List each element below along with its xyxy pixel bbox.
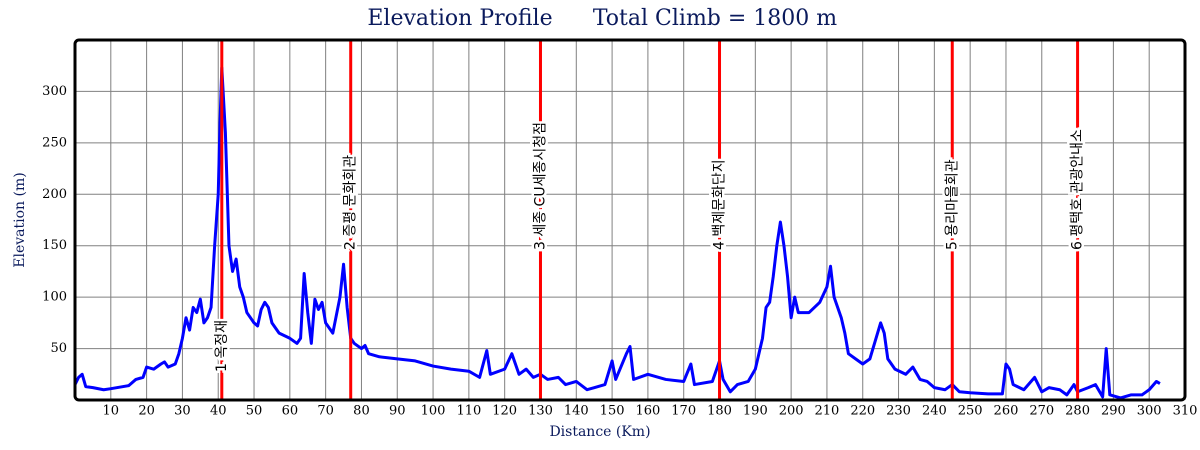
x-tick-label: 260 (994, 404, 1019, 419)
x-tick-label: 220 (850, 404, 875, 419)
x-tick-label: 230 (886, 404, 911, 419)
marker-label: 1 옥정재 (214, 320, 230, 372)
marker-label: 5 용리마을회관 (944, 159, 960, 250)
chart-title: Elevation Profile (367, 6, 552, 31)
y-tick-label: 100 (42, 290, 67, 305)
x-tick-label: 70 (317, 404, 334, 419)
plot-background (75, 40, 1185, 400)
x-tick-label: 300 (1137, 404, 1162, 419)
x-tick-label: 290 (1101, 404, 1126, 419)
x-tick-label: 10 (103, 404, 120, 419)
y-axis-label: Elevation (m) (12, 172, 28, 267)
x-tick-label: 150 (600, 404, 625, 419)
y-tick-label: 200 (42, 187, 67, 202)
x-tick-label: 30 (174, 404, 191, 419)
y-tick-label: 250 (42, 135, 67, 150)
x-tick-label: 200 (779, 404, 804, 419)
y-tick-label: 300 (42, 84, 67, 99)
x-tick-label: 50 (246, 404, 263, 419)
x-tick-label: 60 (282, 404, 299, 419)
x-tick-label: 110 (456, 404, 481, 419)
x-tick-label: 270 (1029, 404, 1054, 419)
marker-label: 6 평택호 관광안내소 (1070, 129, 1086, 250)
x-tick-label: 80 (353, 404, 370, 419)
x-tick-label: 190 (743, 404, 768, 419)
x-tick-label: 210 (815, 404, 840, 419)
marker-label: 4 백제문화단지 (712, 159, 728, 250)
x-tick-label: 240 (922, 404, 947, 419)
x-tick-label: 90 (389, 404, 406, 419)
marker-label: 2 증평 문화회관 (343, 155, 359, 250)
plot-frame (73, 38, 1187, 402)
x-tick-label: 140 (564, 404, 589, 419)
x-tick-label: 130 (528, 404, 553, 419)
x-tick-label: 250 (958, 404, 983, 419)
x-tick-label: 170 (671, 404, 696, 419)
x-tick-label: 180 (707, 404, 732, 419)
x-axis-label: Distance (Km) (549, 424, 650, 440)
x-tick-label: 100 (421, 404, 446, 419)
y-tick-label: 150 (42, 238, 67, 253)
x-tick-label: 310 (1173, 404, 1198, 419)
elevation-line (73, 66, 1161, 400)
y-tick-label: 50 (50, 341, 67, 356)
marker-label: 3 세종 CU세종시청점 (532, 122, 548, 250)
x-tick-label: 20 (138, 404, 155, 419)
x-tick-label: 160 (635, 404, 660, 419)
chart-subtitle: Total Climb = 1800 m (593, 6, 837, 31)
x-tick-label: 120 (492, 404, 517, 419)
x-tick-label: 40 (210, 404, 227, 419)
x-tick-label: 280 (1065, 404, 1090, 419)
